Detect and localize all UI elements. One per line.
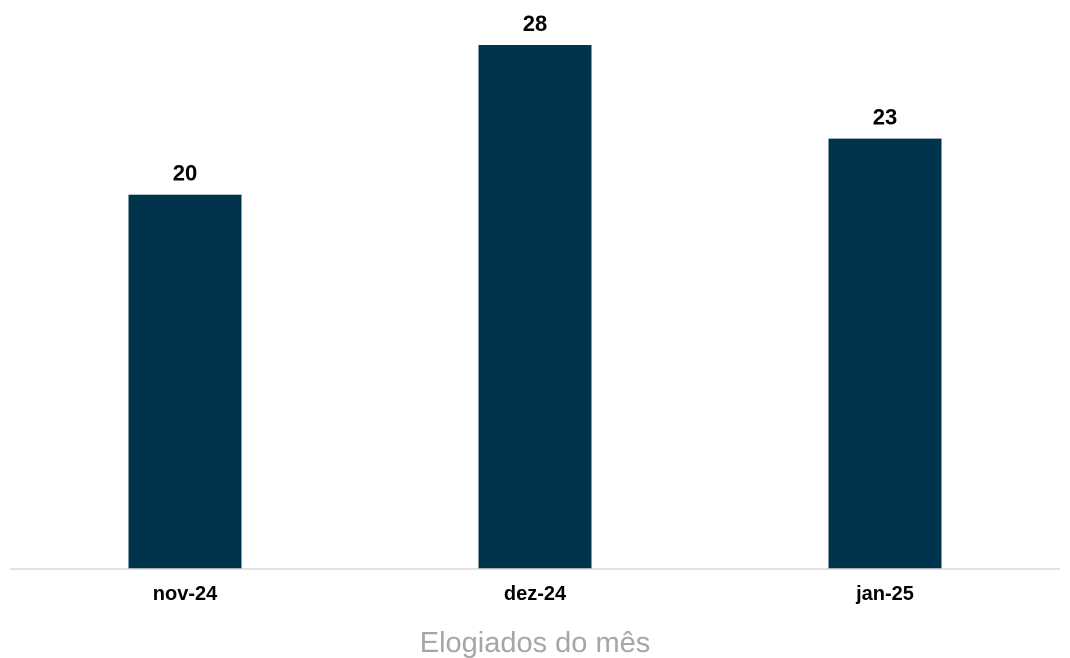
data-label-nov-24: 20 (173, 161, 197, 186)
data-labels-group: 20 28 23 (173, 11, 897, 186)
bars-group (128, 45, 942, 569)
x-tick-label-dez-24: dez-24 (504, 583, 567, 605)
data-label-jan-25: 23 (873, 105, 897, 130)
x-tick-label-jan-25: jan-25 (855, 583, 914, 605)
bar-jan-25 (828, 138, 942, 569)
x-axis-title: Elogiados do mês (420, 627, 651, 658)
bar-nov-24 (128, 194, 242, 569)
bar-dez-24 (478, 45, 592, 569)
data-label-dez-24: 28 (523, 11, 547, 36)
x-tick-label-nov-24: nov-24 (153, 583, 218, 605)
x-tick-labels-group: nov-24 dez-24 jan-25 (153, 583, 914, 605)
